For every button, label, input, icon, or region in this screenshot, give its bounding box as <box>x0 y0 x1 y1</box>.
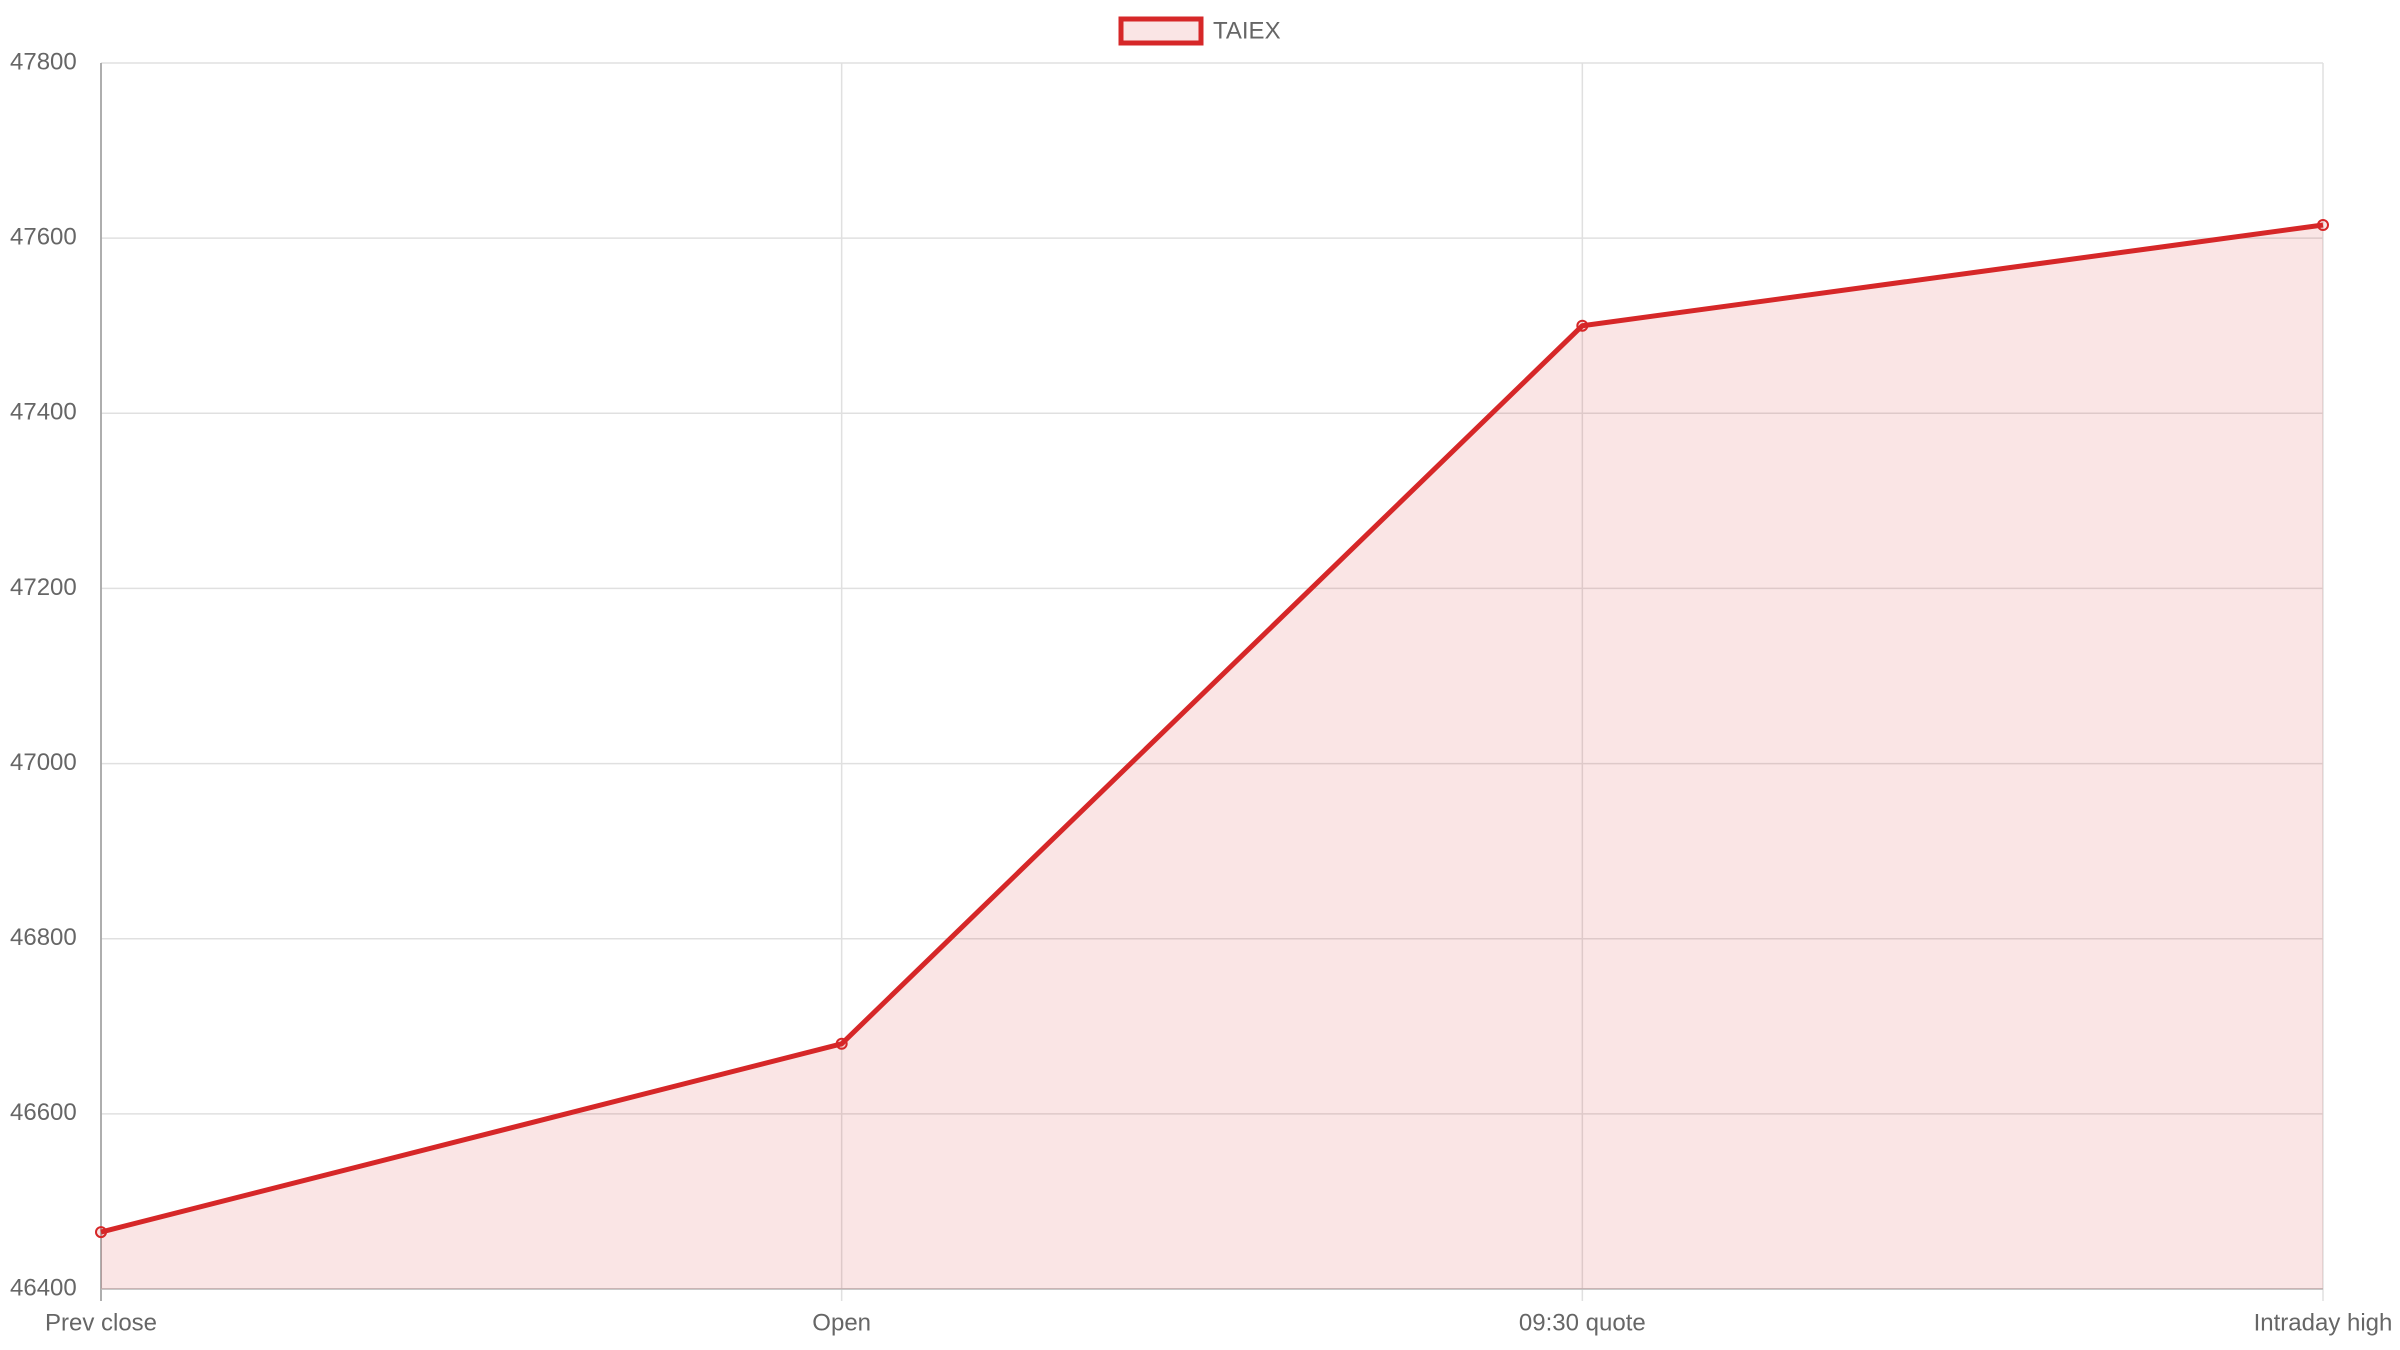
legend-label: TAIEX <box>1213 17 1281 44</box>
point <box>1576 319 1589 332</box>
x-tick-label: Intraday high <box>2254 1309 2393 1336</box>
line <box>100 222 2324 1235</box>
y-tick-label: 46800 <box>10 924 77 951</box>
point <box>835 1037 848 1050</box>
y-tick-label: 47200 <box>10 574 77 601</box>
y-tick-label: 47600 <box>10 223 77 250</box>
y-tick-label: 47000 <box>10 749 77 776</box>
y-tick-label: 47800 <box>10 48 77 75</box>
x-tick-label: 09:30 quote <box>1519 1309 1646 1336</box>
area <box>101 225 2323 1290</box>
x-tick-label: Prev close <box>45 1309 157 1336</box>
x-tick-label: Open <box>812 1309 871 1336</box>
legend-swatch <box>1118 16 1204 46</box>
point <box>95 1226 107 1239</box>
y-tick-label: 47400 <box>10 399 77 426</box>
y-tick-label: 46600 <box>10 1099 77 1126</box>
y-tick-label: 46400 <box>10 1274 77 1301</box>
legend: TAIEX <box>1118 16 1281 46</box>
point <box>2317 219 2329 232</box>
